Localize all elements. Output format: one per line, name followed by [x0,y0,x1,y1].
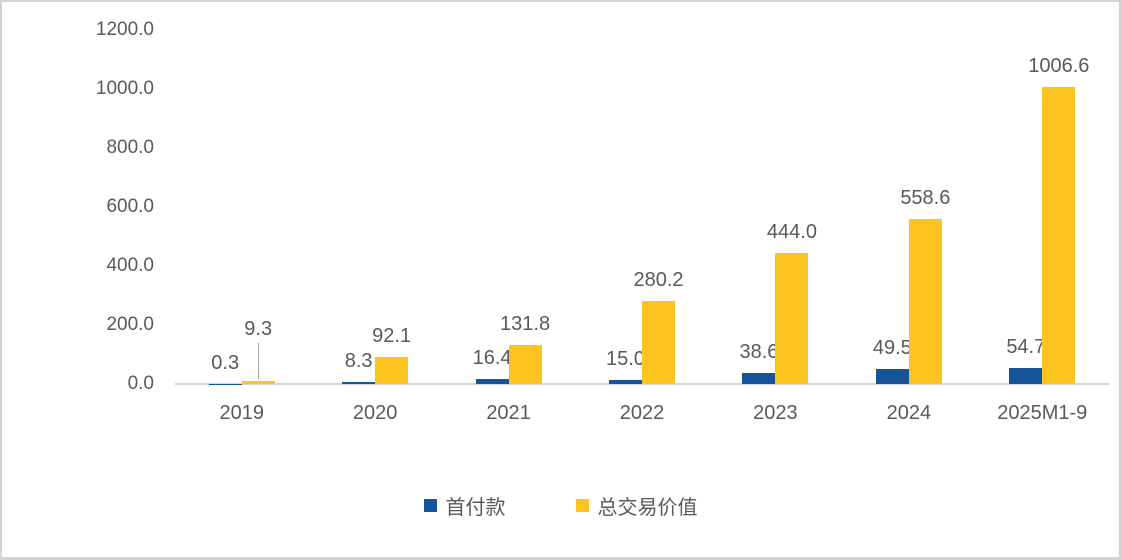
y-axis-tick-label: 1000.0 [95,78,154,99]
x-axis-category-label: 2023 [753,402,798,424]
data-label-series0-2019: 0.3 [211,351,240,374]
data-label-leader-line [258,343,260,380]
legend-swatch-series0 [423,499,437,512]
legend: 首付款 总交易价值 [2,491,1119,520]
bar-series0-2021 [475,379,509,384]
y-axis-tick-label: 600.0 [106,196,154,217]
data-label-series1-2021: 131.8 [500,313,551,336]
y-axis-tick-label: 800.0 [106,137,154,158]
data-label-series0-2024: 49.5 [872,337,912,360]
data-label-series1-2024: 558.6 [900,187,951,210]
data-label-series0-2021: 16.4 [472,347,512,370]
x-axis-category-label: 2019 [219,402,264,424]
bar-series1-2025M1-9 [1042,87,1076,384]
legend-swatch-series1 [575,499,589,512]
x-axis-category-label: 2025M1-9 [997,402,1088,424]
x-axis-category-label: 2021 [486,402,531,424]
x-axis-category-label: 2022 [619,402,665,424]
bar-series1-2023 [775,253,809,384]
data-label-series0-2025M1-9: 54.7 [1006,335,1046,358]
data-label-series0-2020: 8.3 [344,349,373,372]
y-axis-tick-label: 400.0 [106,255,154,276]
y-axis-tick-label: 0.0 [127,373,154,394]
legend-label-series0: 首付款 [445,497,506,519]
data-label-series1-2019: 9.3 [244,318,273,341]
bar-series1-2019 [241,381,275,384]
bar-series0-2024 [875,369,909,384]
data-label-series1-2020: 92.1 [372,324,412,347]
bar-series0-2023 [742,372,776,384]
data-label-series1-2022: 280.2 [633,269,684,292]
legend-item-series0: 首付款 [423,491,506,520]
data-label-series0-2023: 38.6 [739,340,779,363]
bar-series1-2022 [642,301,675,384]
bar-series1-2021 [508,345,542,384]
data-label-series0-2022: 15.0 [606,347,645,370]
x-axis-line [175,383,1109,385]
y-axis-tick-label: 1200.0 [95,19,154,40]
legend-item-series1: 总交易价值 [575,491,698,520]
legend-label-series1: 总交易价值 [597,497,698,519]
data-label-series1-2025M1-9: 1006.6 [1028,55,1090,78]
data-label-series1-2023: 444.0 [766,221,817,244]
bar-series0-2025M1-9 [1009,367,1043,384]
bar-series1-2020 [375,356,409,384]
x-axis-category-label: 2020 [352,402,398,424]
bar-series0-2020 [342,381,376,384]
y-axis-tick-label: 200.0 [106,314,154,335]
bar-series1-2024 [908,219,942,384]
bar-series0-2022 [609,379,642,384]
x-axis-category-label: 2024 [886,402,932,424]
